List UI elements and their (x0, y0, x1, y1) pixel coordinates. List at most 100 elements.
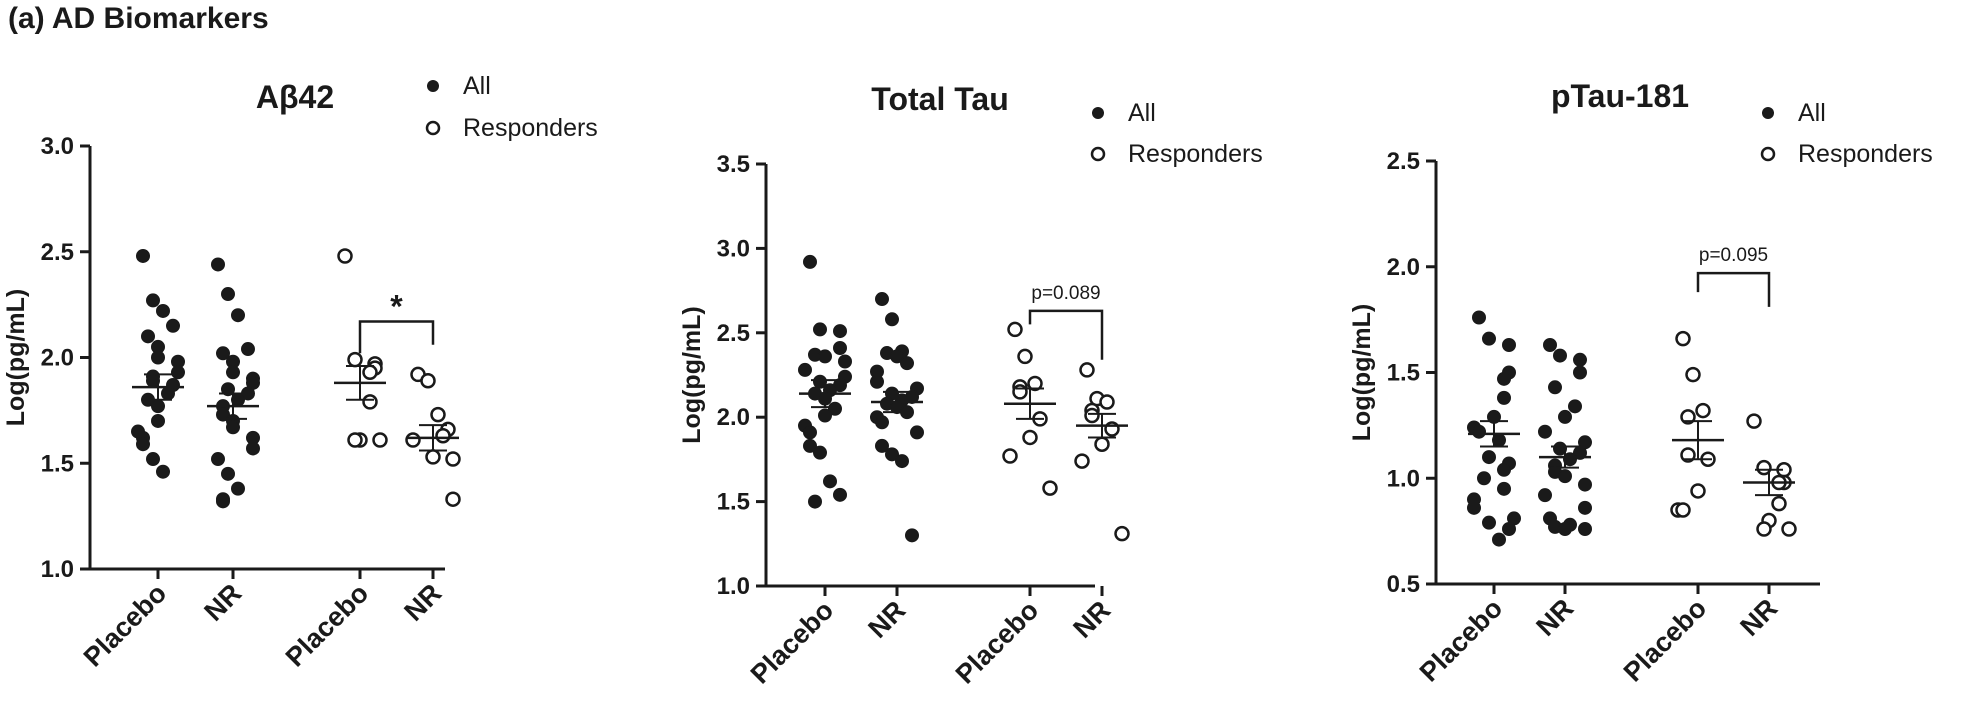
data-point-filled (1497, 481, 1511, 496)
data-point-filled (1502, 338, 1516, 353)
y-tick-label: 3.0 (717, 235, 750, 262)
data-point-filled (803, 254, 817, 269)
data-point-filled (231, 308, 245, 323)
chart-abeta42: Aβ42 All Responders 1.0 1.5 2.0 2.5 3.0 Log(pg/m… (0, 0, 598, 713)
data-point-filled (890, 349, 904, 364)
data-point-open (1042, 480, 1058, 496)
data-point-filled (1497, 371, 1511, 386)
significance-label: p=0.089 (1031, 283, 1100, 304)
data-point-open (337, 248, 353, 264)
data-point-filled (1558, 522, 1572, 537)
data-point-filled (1502, 522, 1516, 537)
legend-all-label: All (1798, 99, 1826, 127)
data-point-filled (803, 425, 817, 440)
data-point-filled (151, 399, 165, 414)
significance-bracket (1696, 271, 1771, 307)
data-point-filled (151, 413, 165, 428)
data-point-filled (1558, 409, 1572, 424)
legend-all-marker (427, 80, 439, 92)
data-point-filled (1472, 310, 1486, 325)
data-point-filled (833, 340, 847, 355)
y-tick-label: 2.0 (717, 404, 750, 431)
data-point-open (372, 432, 388, 448)
legend-responders-label: Responders (1798, 140, 1933, 168)
data-point-filled (216, 494, 230, 509)
data-point-open (445, 451, 461, 467)
data-point-open (1675, 330, 1691, 347)
chart-total-tau: Total Tau All Responders 1.0 1.5 2.0 2.5 3.0 3.5… (660, 0, 1263, 713)
data-point-filled (803, 438, 817, 453)
data-point-open (1756, 459, 1772, 476)
data-point-filled (1553, 348, 1567, 363)
data-point-open (1022, 429, 1038, 446)
data-point-open (1114, 525, 1130, 542)
chart-title: Aβ42 (256, 79, 334, 115)
data-point-open (1079, 362, 1095, 378)
data-point-filled (875, 292, 889, 307)
data-point-filled (895, 454, 909, 469)
data-point-filled (885, 312, 899, 327)
significance-label: * (390, 289, 403, 325)
data-point-filled (823, 474, 837, 489)
legend: All Responders (1090, 99, 1263, 168)
data-point-filled (1482, 331, 1496, 346)
data-point-filled (166, 318, 180, 333)
data-point-filled (838, 354, 852, 369)
data-point-filled (1472, 424, 1486, 439)
data-point-open (1002, 448, 1018, 464)
data-point-open (405, 432, 421, 448)
data-point-filled (1578, 522, 1592, 537)
data-point-filled (1578, 477, 1592, 492)
x-category-label: Placebo (1618, 593, 1712, 687)
data-point-open (1756, 521, 1772, 537)
data-point-filled (1538, 488, 1552, 503)
data-point-filled (151, 350, 165, 365)
y-tick-label: 2.0 (41, 345, 74, 372)
data-point-open (430, 406, 446, 423)
data-point-filled (808, 494, 822, 509)
data-point-filled (211, 257, 225, 272)
data-point-filled (146, 293, 160, 308)
legend-all-label: All (463, 72, 491, 100)
y-tick-label: 2.0 (1387, 254, 1420, 281)
data-point-filled (156, 464, 170, 479)
data-point-filled (905, 528, 919, 543)
data-point-filled (1492, 532, 1506, 547)
data-point-filled (171, 365, 185, 380)
data-point-filled (1568, 399, 1582, 414)
chart-ptau181-svg: pTau-181 All Responders 0.5 1.0 1.5 2.0 2.5 Log(… (1348, 78, 1933, 687)
data-point-filled (1543, 338, 1557, 353)
data-point-open (1781, 521, 1797, 537)
data-point-filled (833, 487, 847, 502)
data-point-filled (818, 408, 832, 423)
chart-total-tau-svg: Total Tau All Responders 1.0 1.5 2.0 2.5 3.0 3.5… (678, 81, 1263, 689)
data-point-filled (226, 420, 240, 435)
x-category-label: Placebo (78, 578, 172, 672)
data-point-open (362, 364, 378, 381)
data-point-open (1084, 407, 1100, 424)
data-point-filled (910, 425, 924, 440)
data-point-open (425, 449, 441, 465)
significance-bracket (358, 320, 435, 354)
y-axis-label: Log(pg/mL) (1348, 304, 1376, 441)
x-category-label: NR (862, 595, 911, 644)
data-point-open (1746, 413, 1762, 429)
legend: All Responders (1760, 99, 1933, 168)
legend-responders-marker (1090, 146, 1106, 162)
data-point-open (435, 428, 451, 444)
data-point-filled (216, 346, 230, 361)
y-tick-label: 1.5 (41, 450, 74, 477)
significance-bracket (1028, 309, 1104, 360)
data-point-filled (246, 441, 260, 456)
legend-all-label: All (1128, 99, 1156, 127)
y-tick-label: 1.0 (717, 573, 750, 600)
legend-all-marker (1092, 107, 1104, 119)
data-point-filled (813, 322, 827, 337)
data-point-open (347, 432, 363, 448)
legend-responders-label: Responders (1128, 140, 1263, 168)
data-point-open (1012, 384, 1028, 400)
data-point-filled (226, 365, 240, 380)
legend: All Responders (425, 72, 598, 142)
data-point-open (1690, 483, 1706, 499)
significance-label: p=0.095 (1699, 245, 1768, 266)
